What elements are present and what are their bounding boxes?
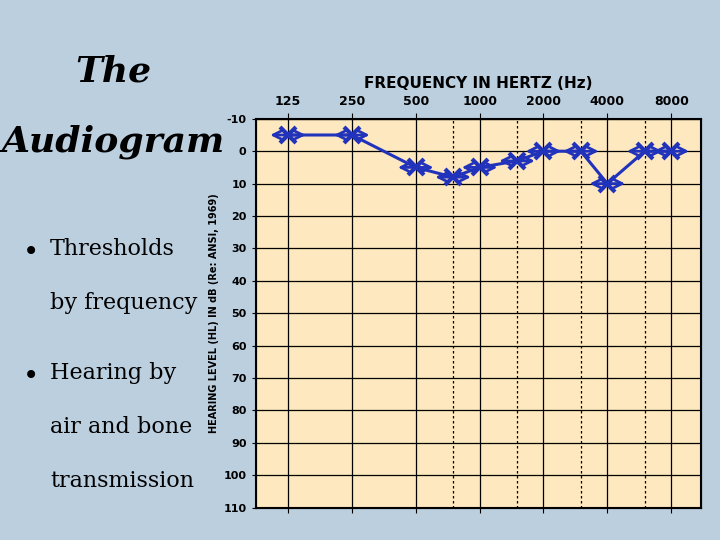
Text: by frequency: by frequency [50,292,197,314]
Text: air and bone: air and bone [50,416,192,438]
Text: The: The [76,54,151,88]
Text: Thresholds: Thresholds [50,238,175,260]
X-axis label: FREQUENCY IN HERTZ (Hz): FREQUENCY IN HERTZ (Hz) [364,77,593,91]
Text: Audiogram: Audiogram [1,124,225,159]
Y-axis label: HEARING LEVEL (HL) IN dB (Re: ANSI, 1969): HEARING LEVEL (HL) IN dB (Re: ANSI, 1969… [210,193,220,433]
Text: •: • [23,362,39,390]
Text: •: • [23,238,39,266]
Text: Hearing by: Hearing by [50,362,176,384]
Text: transmission: transmission [50,470,194,492]
